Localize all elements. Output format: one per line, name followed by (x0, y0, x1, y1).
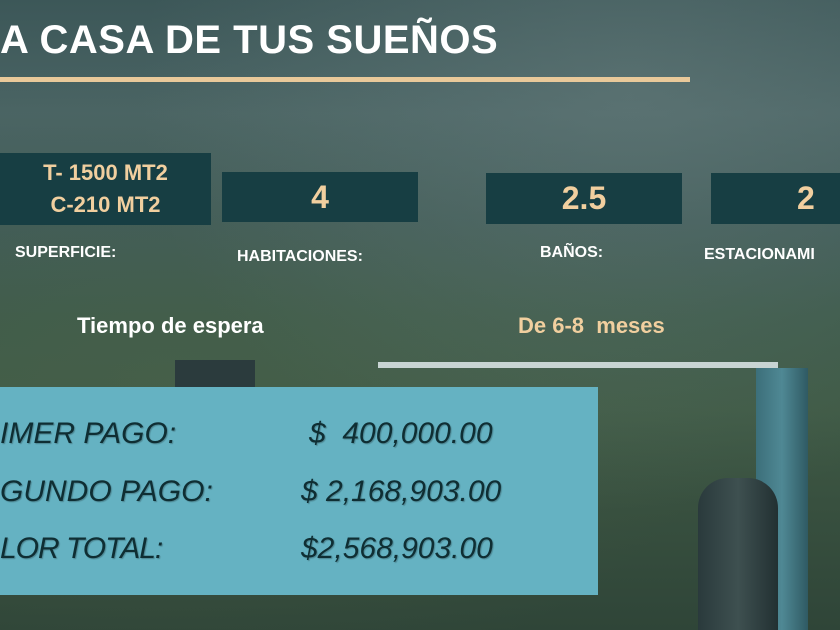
second-payment-amount: $ 2,168,903.00 (301, 475, 502, 508)
payment-panel: IMER PAGO: $ 400,000.00 GUNDO PAGO: $ 2,… (0, 387, 598, 595)
bathrooms-label: BAÑOS: (540, 244, 604, 261)
background-tower (698, 478, 778, 630)
superficie-value-box: T- 1500 MT2 C-210 MT2 (0, 153, 211, 225)
bedrooms-label: HABITACIONES: (237, 248, 363, 265)
parking-label: ESTACIONAMI (704, 246, 815, 263)
title-underline (0, 77, 690, 82)
wait-time-value: De 6-8 meses (518, 313, 665, 338)
superficie-label: SUPERFICIE: (15, 244, 117, 261)
slide-title: A CASA DE TUS SUEÑOS (0, 18, 499, 62)
total-value-amount: $2,568,903.00 (301, 532, 493, 565)
parking-value-box: 2 (711, 173, 840, 224)
bedrooms-value-box: 4 (222, 172, 418, 222)
first-payment-amount: $ 400,000.00 (309, 417, 493, 450)
construction-area: C-210 MT2 (50, 192, 161, 217)
background-building (175, 360, 255, 388)
first-payment-label: IMER PAGO: (0, 417, 177, 450)
land-area: T- 1500 MT2 (43, 160, 168, 185)
wait-time-label: Tiempo de espera (77, 313, 264, 338)
total-value-label: LOR TOTAL: (0, 532, 163, 565)
second-payment-label: GUNDO PAGO: (0, 475, 213, 508)
separator-line (378, 362, 778, 368)
bathrooms-value-box: 2.5 (486, 173, 682, 224)
